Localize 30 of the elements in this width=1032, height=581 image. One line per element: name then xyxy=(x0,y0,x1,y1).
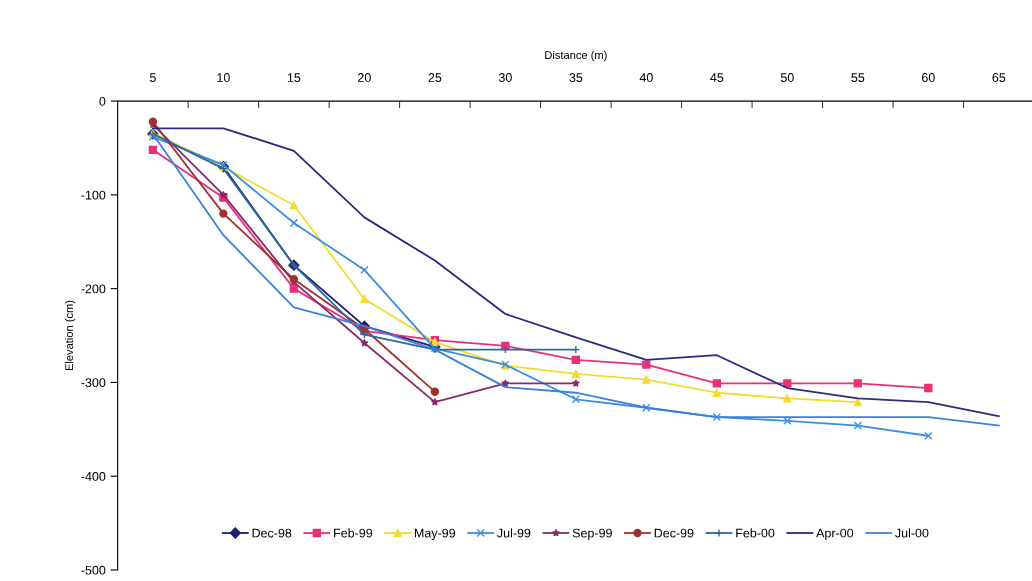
legend-label: Dec-98 xyxy=(252,528,292,538)
legend-label: Feb-99 xyxy=(334,528,373,538)
legend-label: Apr-00 xyxy=(816,528,854,540)
y-tick-label: -100 xyxy=(81,190,106,200)
legend-label: Jul-99 xyxy=(497,528,531,538)
legend-label: Sep-99 xyxy=(572,528,612,540)
y-axis-title: Elevation (cm) xyxy=(64,300,76,371)
x-tick-label: 65 xyxy=(992,73,1006,82)
legend-label: Dec-99 xyxy=(654,528,694,538)
x-tick-label: 10 xyxy=(217,73,230,82)
x-tick-label: 5 xyxy=(149,73,156,82)
x-tick-label: 15 xyxy=(287,73,301,82)
x-tick-label: 25 xyxy=(428,73,442,82)
legend-label: Jul-00 xyxy=(895,528,929,538)
y-tick-label: -300 xyxy=(81,378,106,388)
y-tick-label: -200 xyxy=(81,284,106,294)
x-tick-label: 20 xyxy=(358,73,371,82)
x-tick-label: 60 xyxy=(922,73,935,82)
x-tick-label: 45 xyxy=(710,73,724,82)
x-tick-label: 35 xyxy=(569,73,583,82)
x-tick-label: 40 xyxy=(639,73,653,82)
legend-label: May-99 xyxy=(414,528,456,540)
y-tick-label: -400 xyxy=(81,471,106,481)
x-tick-label: 30 xyxy=(498,73,512,82)
y-tick-label: 0 xyxy=(99,96,106,106)
x-tick-label: 55 xyxy=(851,73,865,82)
y-tick-label: -500 xyxy=(81,565,106,575)
x-axis-title: Distance (m) xyxy=(545,50,607,62)
legend-label: Feb-00 xyxy=(736,528,775,538)
x-tick-label: 50 xyxy=(780,73,794,82)
